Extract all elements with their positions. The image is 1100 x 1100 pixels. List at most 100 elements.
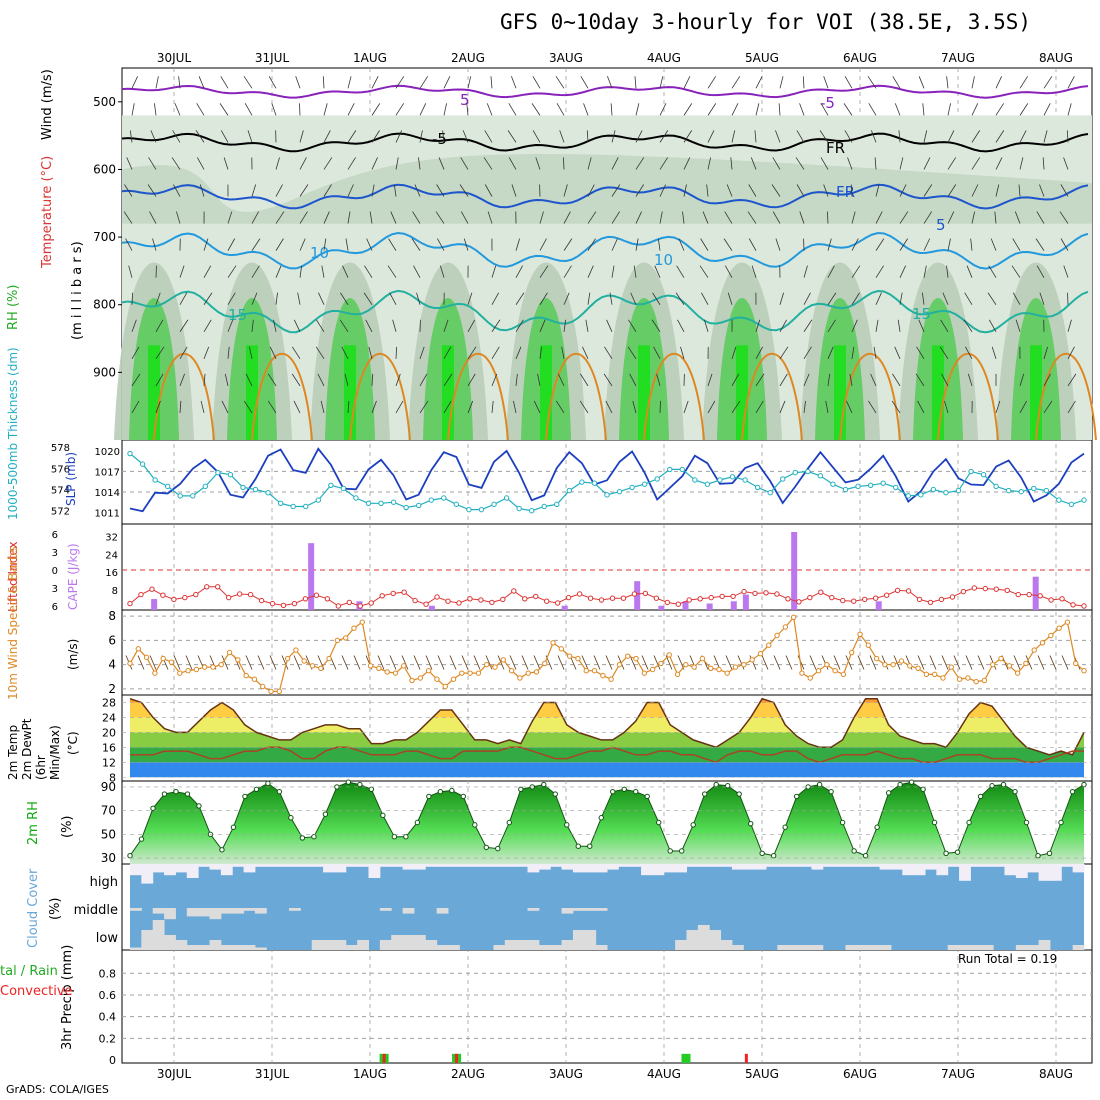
rh2m-point — [610, 788, 616, 795]
wind10m-point — [492, 664, 498, 670]
precip-tick-label: 0 — [109, 1054, 116, 1067]
precip-rain-legend: tal / Rain — [0, 964, 58, 979]
wind-barb — [293, 319, 301, 332]
wind-barb — [251, 319, 254, 332]
wind-barb — [796, 184, 805, 197]
isotherm-20-loop — [643, 353, 705, 441]
wind-barb — [827, 211, 829, 224]
wind10m-point — [649, 666, 656, 673]
wind-barb — [131, 346, 140, 360]
wind-barb — [751, 265, 757, 278]
rh-shade-bright — [442, 345, 454, 440]
wind10m-point — [1064, 619, 1071, 625]
rh2m-point — [414, 819, 421, 826]
thickness-point — [805, 468, 811, 475]
lifted-index-point — [949, 594, 956, 600]
wind-barb — [295, 76, 301, 89]
thickness-point — [943, 490, 949, 496]
wind-barb — [347, 103, 355, 116]
rh2m-point — [989, 783, 995, 789]
cloud-low-bar — [731, 945, 744, 950]
wind-barb — [299, 265, 303, 278]
wind-barb — [1043, 373, 1051, 387]
cloud-high-bar — [1072, 864, 1085, 873]
wind-barb — [390, 211, 397, 224]
lifted-index-point — [138, 591, 144, 598]
wind-barb — [778, 103, 781, 116]
cloud-high-bar — [720, 864, 733, 867]
cloud-high-bar — [1061, 864, 1074, 867]
rh2m-point — [518, 786, 524, 792]
wind-barb — [1043, 103, 1051, 116]
wind10m-point — [1014, 670, 1021, 676]
lifted-index-point — [796, 599, 802, 605]
wind10m-barb — [725, 655, 733, 670]
cloud-high-bar — [856, 864, 869, 867]
lifted-tick-label: 3 — [52, 584, 58, 595]
wind-barb — [532, 130, 541, 143]
thickness-point — [378, 500, 384, 506]
wind-barb — [971, 103, 979, 116]
wind-barb — [227, 211, 233, 224]
wind-barb — [846, 400, 853, 414]
thickness-point — [767, 490, 773, 496]
wind-barb — [603, 373, 613, 387]
lifted-index-point — [313, 592, 320, 598]
thickness-point — [1018, 488, 1024, 495]
wind-barb — [291, 346, 301, 360]
wind10m-barb — [437, 655, 445, 670]
cloud-low-bar — [879, 945, 892, 950]
wind-barb — [923, 211, 933, 224]
wind-barb — [442, 130, 445, 143]
wind-barb — [414, 184, 421, 197]
wind10m-point — [940, 675, 946, 681]
millibars-axis-label: (m i l l i b a r s) — [70, 241, 85, 340]
wind10m-point — [392, 670, 399, 676]
temp2m-line — [129, 697, 1085, 756]
rh2m-point — [127, 853, 133, 859]
rh-shade-bright — [638, 345, 650, 440]
cloud-low-bar — [220, 945, 233, 950]
wind-barb — [491, 292, 500, 305]
lifted-index-point — [434, 594, 440, 600]
cloud-high-bar — [641, 864, 653, 876]
wind-barb — [803, 373, 810, 387]
isotherm-minus5 — [121, 84, 1089, 99]
cloud-high-bar — [845, 864, 858, 867]
lifted-index-point — [247, 591, 254, 598]
cloud-middle-bar — [561, 908, 574, 914]
wind-barb — [899, 292, 903, 305]
wind-barb — [1019, 157, 1024, 170]
wind-barb — [628, 319, 637, 332]
wind-barb — [251, 211, 259, 224]
wind-barb — [539, 292, 548, 305]
wind10m-point — [890, 661, 896, 668]
wind-barb — [587, 238, 596, 251]
precip-tick-label: 0.4 — [99, 1011, 117, 1024]
wind-barb — [395, 103, 405, 116]
wind10m-point — [931, 671, 938, 678]
wind10m-point — [707, 665, 714, 671]
wind-barb — [825, 400, 829, 414]
wind-barb — [683, 103, 693, 116]
wind-barb — [820, 157, 829, 170]
cloud-high-bar — [334, 864, 347, 873]
rh2m-point — [851, 848, 857, 854]
cape-bar — [730, 601, 737, 610]
wind-barb — [508, 103, 517, 116]
wind10m-point — [484, 661, 490, 668]
wind-barb — [899, 184, 907, 197]
cloud-high-bar — [538, 864, 551, 870]
thickness-tick-label: 576 — [51, 464, 70, 475]
cape-bar — [658, 605, 665, 610]
wind10m-point — [741, 661, 747, 668]
wind10m-barb — [581, 655, 589, 670]
wind-barb — [179, 265, 185, 278]
wind-barb — [267, 400, 277, 414]
thickness-tick-label: 578 — [51, 443, 70, 454]
wind10m-point — [923, 671, 930, 678]
wind-barb — [563, 265, 572, 278]
cloud-high-bar — [277, 864, 290, 867]
rain-bar — [681, 1053, 691, 1063]
wind10m-point — [517, 675, 523, 681]
